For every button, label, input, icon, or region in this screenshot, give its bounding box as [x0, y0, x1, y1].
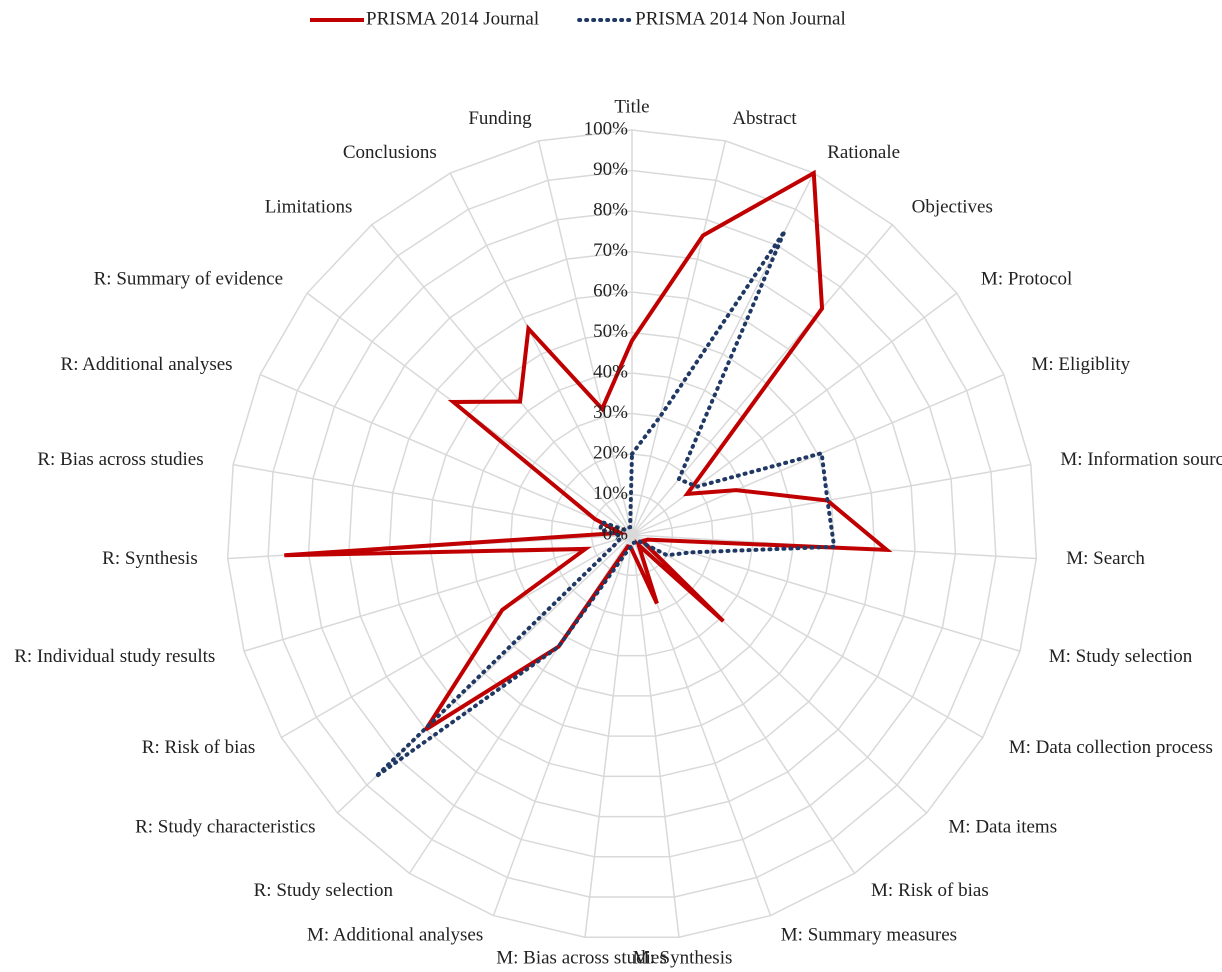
- category-label: Funding: [468, 108, 532, 129]
- grid-ring: [307, 210, 957, 858]
- spoke: [631, 534, 680, 938]
- spoke: [631, 534, 984, 739]
- spoke: [492, 534, 633, 916]
- legend-label: PRISMA 2014 Journal: [366, 8, 539, 29]
- spoke: [259, 373, 633, 536]
- y-tick-label: 0%: [603, 523, 629, 544]
- y-tick-label: 40%: [593, 361, 628, 382]
- spoke: [631, 140, 727, 536]
- category-label: M: Protocol: [981, 268, 1072, 289]
- grid-ring: [348, 250, 916, 818]
- legend-label: PRISMA 2014 Non Journal: [635, 8, 846, 29]
- category-label: Rationale: [827, 142, 900, 163]
- category-label: Objectives: [912, 196, 993, 217]
- spoke: [631, 224, 893, 536]
- y-tick-label: 30%: [593, 402, 628, 423]
- grid-ring: [267, 169, 997, 898]
- grid-ring: [469, 372, 795, 697]
- spoke: [371, 224, 633, 536]
- category-label: M: Data collection process: [1009, 737, 1213, 758]
- category-label: M: Study selection: [1049, 646, 1193, 667]
- category-label: R: Summary of evidence: [94, 268, 283, 289]
- category-label: M: Summary measures: [781, 925, 957, 946]
- y-tick-label: 80%: [593, 199, 628, 220]
- spoke: [631, 463, 1031, 536]
- grid-ring: [550, 453, 714, 617]
- category-label: R: Additional analyses: [61, 354, 233, 375]
- spoke: [233, 463, 633, 536]
- spoke: [537, 140, 633, 536]
- series-line: [284, 169, 893, 732]
- spoke: [449, 172, 633, 536]
- spoke: [631, 534, 856, 874]
- grid-ring: [590, 493, 674, 576]
- category-label: R: Study selection: [254, 880, 394, 901]
- spoke: [280, 534, 633, 739]
- grid-ring: [388, 291, 876, 778]
- category-label: Abstract: [732, 108, 797, 129]
- category-label: R: Synthesis: [102, 548, 198, 569]
- category-label: R: Study characteristics: [135, 816, 315, 837]
- category-label: M: Synthesis: [633, 947, 733, 968]
- y-tick-label: 90%: [593, 159, 628, 180]
- category-label: M: Search: [1066, 548, 1145, 569]
- grid-ring: [429, 331, 835, 737]
- y-tick-label: 60%: [593, 280, 628, 301]
- y-tick-label: 50%: [593, 321, 628, 342]
- category-label: R: Individual study results: [14, 646, 215, 667]
- category-label: M: Information sources: [1060, 449, 1222, 470]
- y-tick-label: 100%: [584, 118, 629, 139]
- category-label: R: Risk of bias: [142, 737, 255, 758]
- series-line: [374, 229, 837, 779]
- spoke: [336, 534, 633, 814]
- category-label: R: Bias across studies: [37, 449, 203, 470]
- category-label: Limitations: [265, 196, 353, 217]
- spoke: [584, 534, 633, 938]
- category-label: M: Risk of bias: [871, 880, 989, 901]
- y-tick-label: 70%: [593, 240, 628, 261]
- spoke: [631, 534, 1021, 652]
- category-label: M: Data items: [948, 816, 1057, 837]
- y-tick-label: 10%: [593, 483, 628, 504]
- category-label: M: Additional analyses: [307, 925, 483, 946]
- category-label: Conclusions: [343, 142, 437, 163]
- category-label: M: Bias across studies: [496, 947, 666, 968]
- category-label: M: Eligiblity: [1031, 354, 1130, 375]
- grid-ring: [226, 129, 1038, 939]
- spoke: [243, 534, 633, 652]
- category-label: Title: [614, 96, 649, 117]
- y-tick-label: 20%: [593, 442, 628, 463]
